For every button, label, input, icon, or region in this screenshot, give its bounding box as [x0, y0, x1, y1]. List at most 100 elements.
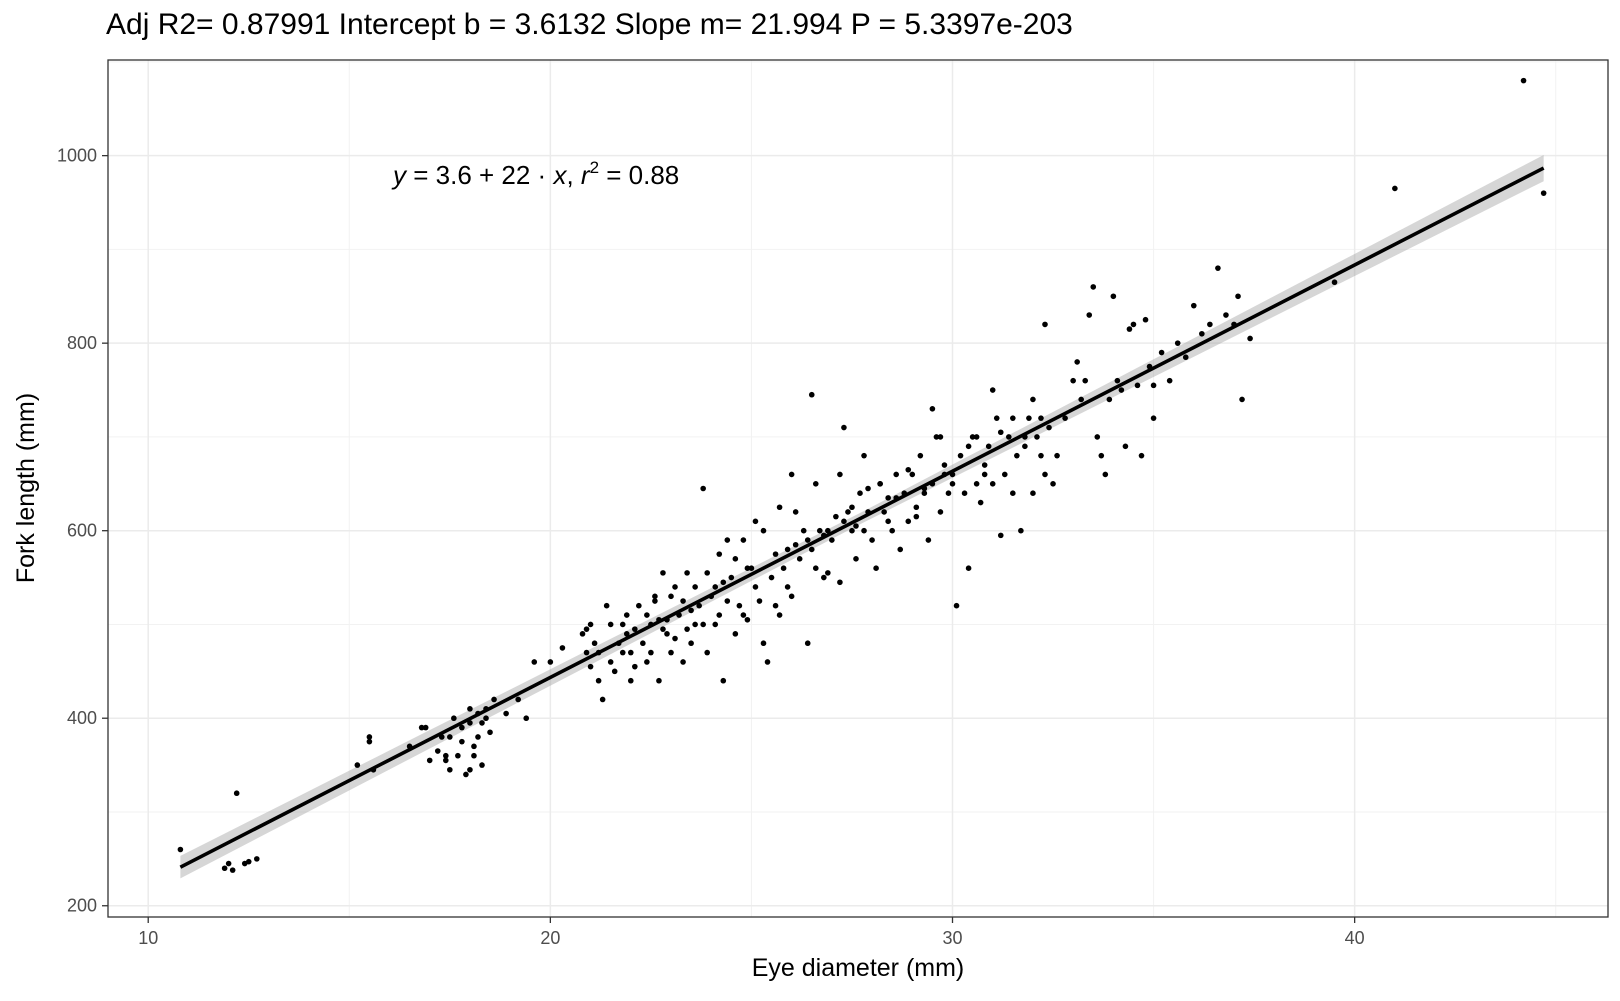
data-point	[1030, 490, 1036, 496]
data-point	[636, 602, 642, 609]
data-point	[776, 504, 783, 511]
data-point	[583, 626, 590, 632]
data-point	[744, 616, 751, 623]
data-point	[483, 715, 489, 722]
data-point	[965, 443, 972, 450]
data-point	[680, 598, 686, 604]
data-point	[716, 612, 723, 618]
data-point	[1042, 321, 1048, 328]
data-point	[841, 424, 847, 431]
data-point	[668, 649, 674, 656]
data-point	[957, 452, 964, 459]
data-point	[841, 518, 847, 525]
x-axis-ticks: 10 20 30 40	[138, 917, 1365, 948]
data-point	[933, 434, 940, 440]
regression-line	[179, 166, 1545, 869]
data-point	[808, 546, 815, 553]
y-axis-title: Fork length (mm)	[12, 393, 40, 583]
data-point	[1114, 377, 1121, 384]
data-point	[913, 504, 920, 511]
y-axis-ticks: 200 400 600 800 1000	[57, 146, 108, 916]
chart-title: Adj R2= 0.87991 Intercept b = 3.6132 Slo…	[106, 8, 1073, 41]
data-point	[1150, 415, 1157, 421]
data-point	[845, 509, 851, 515]
data-point	[434, 748, 441, 754]
data-point	[1010, 490, 1016, 496]
data-point	[684, 570, 690, 576]
eq-y: y	[391, 160, 408, 190]
data-point	[1046, 424, 1052, 431]
data-point	[463, 771, 469, 778]
data-point	[656, 677, 662, 684]
data-point	[752, 518, 759, 525]
data-point	[229, 867, 236, 873]
data-point	[632, 663, 638, 670]
data-point	[515, 696, 521, 703]
data-point	[905, 518, 912, 525]
data-point	[800, 527, 807, 534]
data-point	[623, 631, 630, 637]
data-point	[937, 434, 944, 440]
data-point	[792, 509, 799, 515]
data-point	[467, 720, 473, 726]
data-point	[366, 734, 373, 740]
data-point	[459, 738, 465, 745]
data-point	[808, 391, 815, 398]
data-point	[1010, 415, 1016, 421]
data-point	[591, 640, 598, 647]
data-point	[704, 649, 710, 656]
data-point	[632, 626, 638, 632]
data-point	[607, 659, 614, 665]
data-point	[772, 551, 779, 557]
data-point	[684, 626, 690, 632]
data-point	[1070, 377, 1076, 384]
data-point	[583, 649, 590, 656]
data-point	[865, 485, 871, 492]
data-point	[784, 584, 791, 590]
data-point	[825, 527, 831, 534]
data-point	[921, 490, 928, 496]
data-point	[973, 481, 980, 487]
data-point	[467, 766, 473, 773]
data-point	[1150, 382, 1157, 389]
data-point	[1074, 359, 1080, 365]
data-point	[627, 649, 634, 656]
data-point	[724, 537, 731, 543]
data-point	[619, 649, 626, 656]
data-point	[965, 565, 972, 571]
data-point	[1174, 340, 1181, 346]
data-point	[833, 513, 839, 520]
data-point	[716, 551, 723, 557]
data-point	[969, 434, 976, 440]
regression-line-group	[179, 166, 1545, 869]
data-point	[748, 565, 755, 571]
data-point	[652, 593, 658, 600]
data-point	[985, 443, 992, 450]
data-point	[1038, 452, 1044, 459]
data-point	[1026, 415, 1032, 421]
data-point	[1030, 396, 1036, 403]
data-point	[804, 640, 811, 647]
data-point	[471, 752, 477, 759]
data-point	[1094, 434, 1101, 440]
data-point	[559, 645, 566, 651]
data-point	[644, 612, 650, 618]
data-point	[611, 668, 618, 675]
data-point	[945, 490, 952, 496]
eq-r: r	[581, 160, 591, 190]
data-point	[471, 743, 477, 750]
data-point	[668, 593, 674, 600]
data-point	[857, 490, 863, 496]
data-point	[688, 607, 694, 614]
data-point	[221, 865, 228, 872]
y-tick-label: 600	[67, 521, 97, 541]
data-point	[1223, 312, 1229, 318]
data-point	[459, 724, 465, 731]
data-point	[825, 570, 831, 576]
data-point	[225, 860, 232, 867]
data-point	[627, 677, 634, 684]
data-point	[989, 387, 996, 393]
data-point	[861, 527, 867, 534]
data-point	[1062, 415, 1068, 421]
